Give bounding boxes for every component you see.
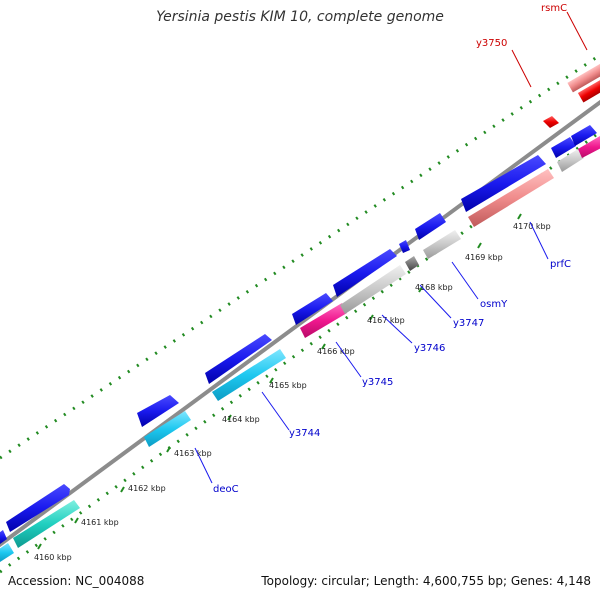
- gene-forward-1[interactable]: [0, 530, 7, 544]
- gene-label-rsmC[interactable]: rsmC: [541, 3, 567, 14]
- gene-cyan-1[interactable]: [0, 543, 14, 562]
- label-leaders: [194, 221, 549, 484]
- gene-cyan-3[interactable]: [212, 349, 286, 401]
- gene-forward-10[interactable]: [551, 137, 576, 158]
- gene-dark-1[interactable]: [405, 256, 419, 271]
- position-label: 4164 kbp: [222, 415, 260, 424]
- highlight-leaders: [511, 11, 588, 88]
- gene-magenta-1[interactable]: [300, 303, 347, 338]
- gene-forward-4[interactable]: [205, 334, 272, 384]
- position-label: 4165 kbp: [269, 381, 307, 390]
- gene-gray-1[interactable]: [340, 265, 406, 314]
- gene-label-y3746[interactable]: y3746: [414, 343, 445, 354]
- gene-magenta-2[interactable]: [578, 136, 600, 158]
- gene-forward-2[interactable]: [6, 484, 70, 532]
- gene-label-prfC[interactable]: prfC: [550, 259, 571, 270]
- position-label: 4163 kbp: [174, 449, 212, 458]
- gene-pink-1[interactable]: [468, 169, 554, 227]
- position-ticks: [37, 213, 522, 550]
- outer-tick-ring: [0, 53, 600, 460]
- map-title: Yersinia pestis KIM 10, complete genome: [156, 9, 444, 25]
- position-label: 4169 kbp: [465, 253, 503, 262]
- position-label: 4160 kbp: [34, 553, 72, 562]
- gene-label-deoC[interactable]: deoC: [213, 484, 239, 495]
- gene-labels: deoC y3744 y3745 y3746 y3747 osmY prfC y…: [213, 3, 571, 495]
- position-label: 4161 kbp: [81, 518, 119, 527]
- gene-label-osmY[interactable]: osmY: [480, 299, 508, 310]
- gene-y3750[interactable]: [543, 116, 559, 128]
- gene-rsmC[interactable]: [577, 72, 600, 103]
- gene-forward-9[interactable]: [461, 155, 546, 212]
- gene-forward-11[interactable]: [571, 125, 597, 146]
- position-label: 4162 kbp: [128, 484, 166, 493]
- position-label: 4166 kbp: [317, 347, 355, 356]
- gene-gray-3[interactable]: [557, 149, 584, 172]
- gene-gray-2[interactable]: [423, 230, 461, 259]
- gene-rsmC-outer[interactable]: [567, 62, 600, 93]
- gene-label-y3750[interactable]: y3750: [476, 38, 507, 49]
- gene-forward-6[interactable]: [333, 249, 397, 297]
- gene-forward-3[interactable]: [137, 395, 179, 427]
- gene-teal-1[interactable]: [13, 500, 80, 548]
- accession-text: Accession: NC_004088: [8, 574, 145, 588]
- gene-forward-8[interactable]: [415, 213, 446, 240]
- gene-label-y3744[interactable]: y3744: [289, 428, 320, 439]
- gene-label-y3747[interactable]: y3747: [453, 318, 484, 329]
- position-label: 4167 kbp: [367, 316, 405, 325]
- backbone-line: [0, 99, 600, 548]
- gene-cyan-2[interactable]: [144, 411, 191, 447]
- gene-forward-5[interactable]: [292, 293, 333, 325]
- category-genes: [0, 136, 600, 562]
- gene-forward-7[interactable]: [399, 240, 410, 253]
- genome-summary-text: Topology: circular; Length: 4,600,755 bp…: [261, 574, 591, 588]
- gene-label-y3745[interactable]: y3745: [362, 377, 393, 388]
- forward-genes: [0, 125, 597, 544]
- position-labels: 4160 kbp 4161 kbp 4162 kbp 4163 kbp 4164…: [34, 222, 551, 562]
- position-label: 4168 kbp: [415, 283, 453, 292]
